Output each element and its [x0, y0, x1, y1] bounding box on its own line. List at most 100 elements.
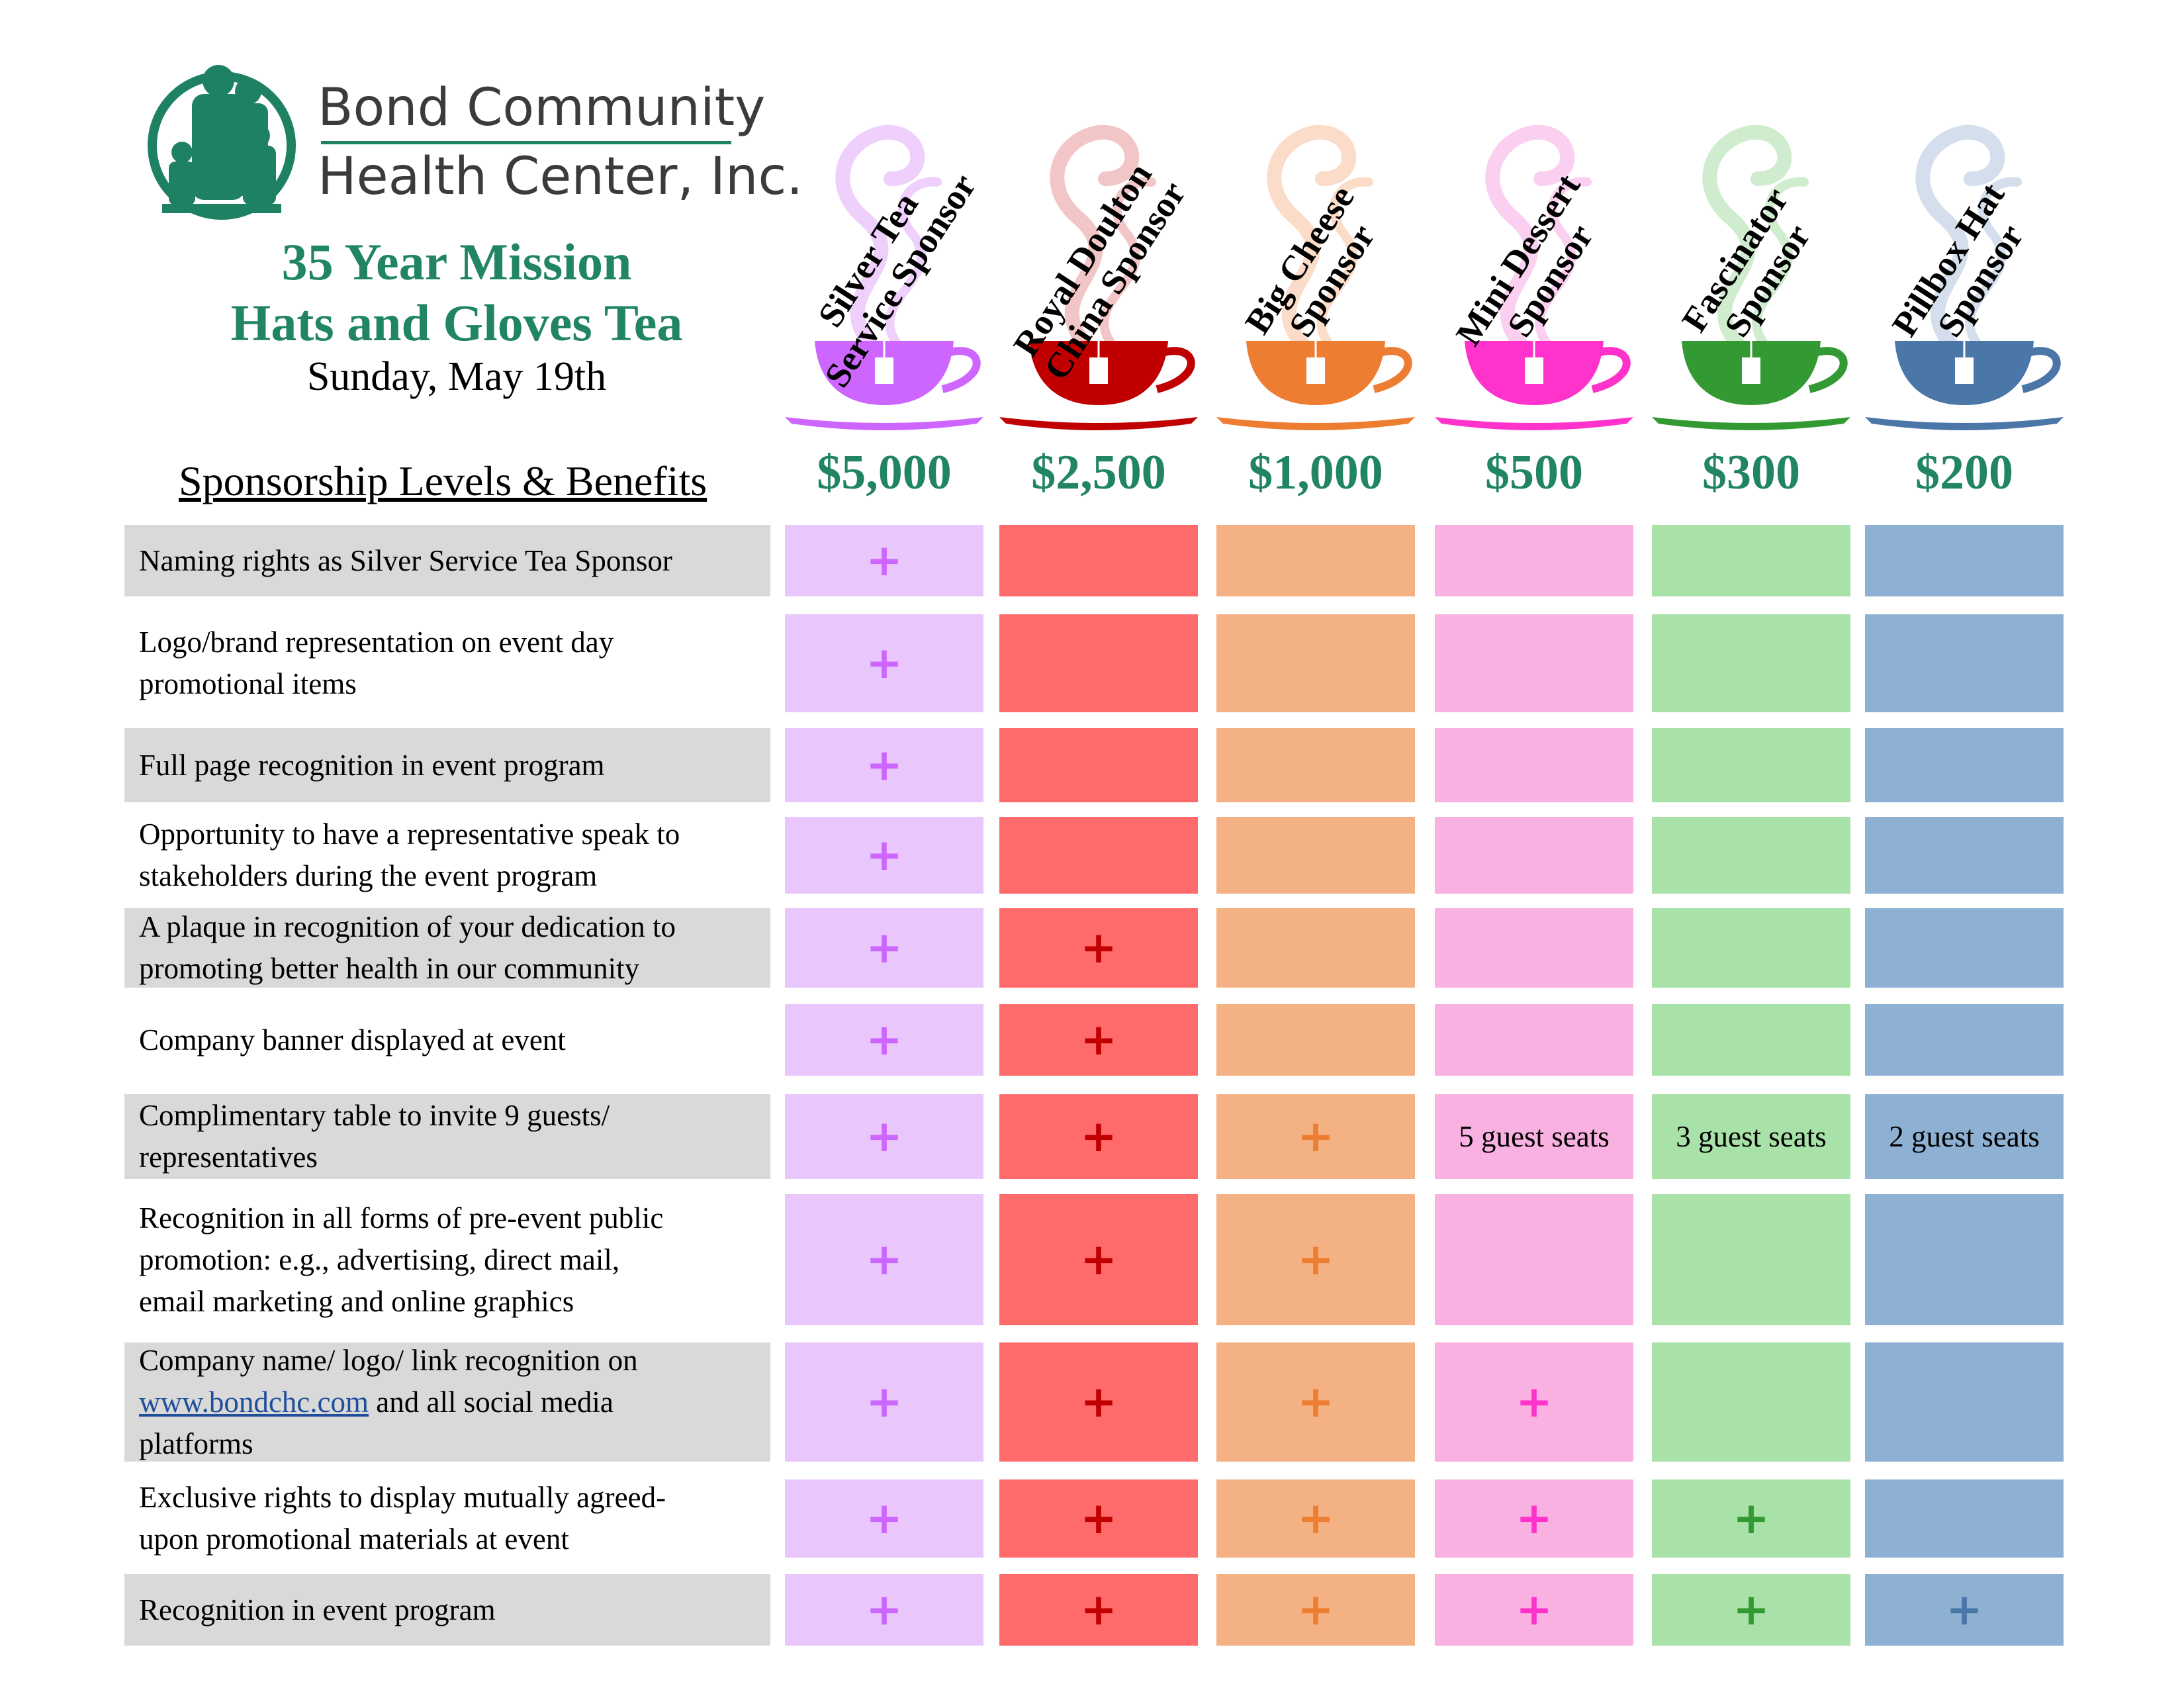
included-plus-icon: +	[1946, 1584, 1983, 1635]
benefit-cell: +	[785, 1194, 983, 1325]
sponsor-header-3: Mini Dessert Sponsor	[1435, 66, 1633, 437]
benefit-text-line: Complimentary table to invite 9 guests/	[139, 1099, 610, 1132]
benefit-cell: +	[999, 1479, 1198, 1558]
sponsor-header-2: Big Cheese Sponsor	[1216, 66, 1415, 437]
benefit-cell	[1435, 614, 1633, 712]
benefit-cell: +	[999, 1094, 1198, 1179]
benefit-cell	[999, 614, 1198, 712]
sponsor-header-5: Pillbox Hat Sponsor	[1865, 66, 2064, 437]
benefit-cell: +	[785, 614, 983, 712]
sponsor-level-price: $2,500	[1031, 445, 1166, 500]
included-plus-icon: +	[866, 1111, 903, 1162]
benefit-label: Logo/brand representation on event day pr…	[124, 614, 770, 712]
benefit-label: Naming rights as Silver Service Tea Spon…	[124, 525, 770, 596]
benefit-text-line: Naming rights as Silver Service Tea Spon…	[139, 543, 672, 577]
benefit-cell: +	[785, 817, 983, 894]
benefit-cell: +	[1435, 1574, 1633, 1646]
included-plus-icon: +	[1080, 922, 1117, 973]
sponsor-level-price: $5,000	[817, 445, 952, 500]
teacup-icon	[1216, 124, 1415, 430]
benefit-cell	[1652, 525, 1850, 596]
teacup-icon	[1435, 124, 1633, 430]
benefit-cell	[1865, 525, 2064, 596]
organization-name-line1: Bond Community	[318, 78, 766, 138]
benefit-text-line: Exclusive rights to display mutually agr…	[139, 1481, 666, 1514]
teacup-icon	[1652, 124, 1850, 430]
event-title-line1: 35 Year Mission	[281, 233, 632, 291]
benefit-cell	[1216, 908, 1415, 988]
benefit-cell-text: 5 guest seats	[1459, 1120, 1610, 1153]
included-plus-icon: +	[1080, 1493, 1117, 1544]
included-plus-icon: +	[1297, 1584, 1334, 1635]
benefit-cell: +	[785, 1004, 983, 1076]
included-plus-icon: +	[1080, 1014, 1117, 1065]
table-heading: Sponsorship Levels & Benefits	[179, 457, 707, 504]
event-date: Sunday, May 19th	[306, 354, 607, 399]
included-plus-icon: +	[866, 1584, 903, 1635]
benefit-cell: +	[1652, 1479, 1850, 1558]
benefit-text-line: Opportunity to have a representative spe…	[139, 818, 680, 851]
benefit-cell	[1865, 817, 2064, 894]
logo-divider	[321, 141, 731, 144]
benefit-cell-text: 3 guest seats	[1676, 1120, 1827, 1153]
sponsor-level-price: $200	[1915, 445, 2013, 500]
sponsor-header-1: Royal Doulton China Sponsor	[999, 66, 1198, 437]
sponsor-level-price: $300	[1702, 445, 1800, 500]
teacup-icon	[999, 124, 1198, 430]
benefit-cell: +	[1216, 1094, 1415, 1179]
benefit-text-line: and all social media	[376, 1385, 614, 1419]
benefit-text-line: upon promotional materials at event	[139, 1523, 569, 1556]
benefit-cell: +	[999, 1004, 1198, 1076]
benefit-label: Complimentary table to invite 9 guests/r…	[124, 1094, 770, 1179]
benefit-text-line: email marketing and online graphics	[139, 1284, 574, 1318]
included-plus-icon: +	[1733, 1493, 1770, 1544]
teacup-icon	[1865, 124, 2064, 430]
benefit-cell	[999, 728, 1198, 802]
benefit-cell: 3 guest seats	[1652, 1094, 1850, 1179]
included-plus-icon: +	[1080, 1584, 1117, 1635]
benefit-cell	[1865, 614, 2064, 712]
included-plus-icon: +	[1080, 1111, 1117, 1162]
benefit-cell	[1435, 1004, 1633, 1076]
benefit-cell: +	[1865, 1574, 2064, 1646]
benefit-cell	[1652, 1342, 1850, 1462]
benefit-text-line: A plaque in recognition of your dedicati…	[139, 910, 676, 943]
sponsor-level-price: $1,000	[1248, 445, 1383, 500]
sponsor-header-4: Fascinator Sponsor	[1652, 66, 1850, 437]
benefit-text-line: stakeholders during the event program	[139, 859, 598, 892]
benefit-cell: +	[1652, 1574, 1850, 1646]
benefit-cell: +	[785, 1574, 983, 1646]
included-plus-icon: +	[1516, 1376, 1553, 1427]
benefit-cell: +	[1435, 1479, 1633, 1558]
benefit-cell	[1435, 908, 1633, 988]
included-plus-icon: +	[866, 1376, 903, 1427]
benefit-cell: +	[785, 728, 983, 802]
event-title: 35 Year Mission Hats and Gloves Tea	[132, 232, 781, 353]
benefit-cell	[1435, 817, 1633, 894]
benefit-cell: +	[999, 1342, 1198, 1462]
benefit-cell	[1216, 525, 1415, 596]
benefit-text-line: promotion: e.g., advertising, direct mai…	[139, 1243, 620, 1276]
benefit-cell: +	[785, 1094, 983, 1179]
benefit-cell	[1435, 1194, 1633, 1325]
benefit-text-line: Logo/brand representation on event day	[139, 626, 614, 659]
benefit-text-line: platforms	[139, 1427, 253, 1460]
benefit-text-line: Company name/ logo/ link recognition on	[139, 1343, 638, 1377]
benefit-cell	[1652, 1194, 1850, 1325]
benefit-cell: +	[785, 1342, 983, 1462]
benefit-label: Company name/ logo/ link recognition on w…	[124, 1342, 770, 1462]
organization-name-line2: Health Center, Inc.	[318, 147, 803, 207]
benefit-cell	[999, 525, 1198, 596]
website-link[interactable]: www.bondchc.com	[139, 1385, 369, 1419]
family-logo-icon	[148, 65, 296, 220]
benefit-cell-text: 2 guest seats	[1889, 1120, 2040, 1153]
benefit-cell: +	[785, 908, 983, 988]
benefit-cell	[1865, 1004, 2064, 1076]
benefit-cell	[1216, 614, 1415, 712]
benefit-label: Opportunity to have a representative spe…	[124, 817, 770, 894]
event-title-line2: Hats and Gloves Tea	[230, 294, 683, 352]
included-plus-icon: +	[866, 739, 903, 790]
benefit-cell	[999, 817, 1198, 894]
included-plus-icon: +	[866, 1493, 903, 1544]
benefit-label: Full page recognition in event program	[124, 728, 770, 802]
